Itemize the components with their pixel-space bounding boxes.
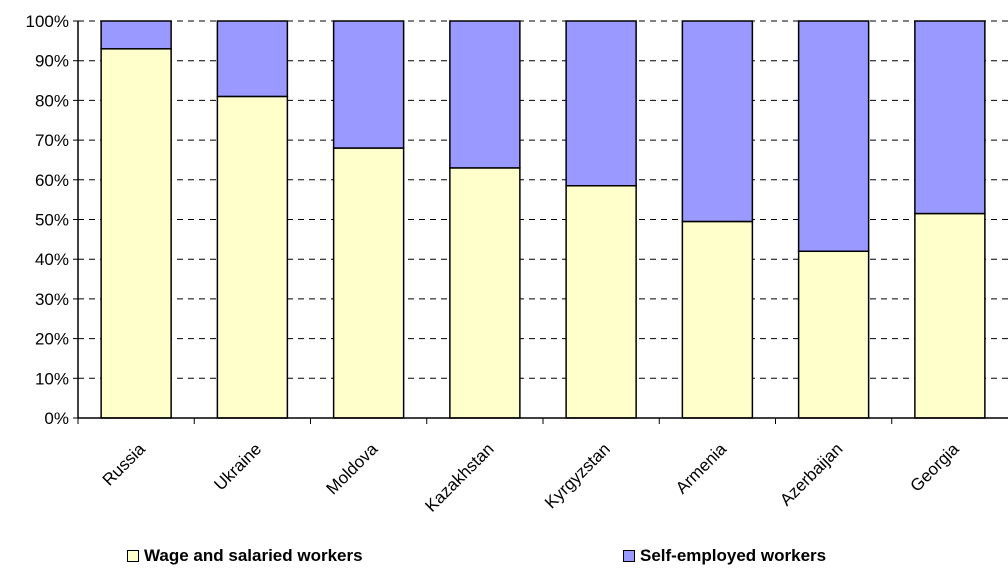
bar-segment-self-employed xyxy=(797,20,870,253)
y-tick-label: 90% xyxy=(35,52,69,71)
legend: Wage and salaried workers Self-employed … xyxy=(0,546,1008,568)
y-tick-label: 100% xyxy=(26,12,69,31)
y-tick-label: 80% xyxy=(35,91,69,110)
bar-segment-wage xyxy=(100,48,172,419)
bar-segment-wage xyxy=(914,212,986,419)
bar-segment-self-employed xyxy=(681,20,754,223)
y-tick-labels: 0% 10% 20% 30% 40% 50% 60% 70% 80% 90% 100% xyxy=(26,12,69,428)
y-tick-label: 10% xyxy=(35,369,69,388)
y-tick-label: 30% xyxy=(35,290,69,309)
bar-segment-self-employed xyxy=(216,20,289,98)
y-tick-label: 60% xyxy=(35,171,69,190)
bar-segment-self-employed xyxy=(100,20,172,50)
bar-segment-self-employed xyxy=(332,20,405,149)
bar-segment-wage xyxy=(797,250,870,419)
bar-segment-self-employed xyxy=(565,20,637,187)
bar-segment-wage xyxy=(681,220,754,419)
x-tick-label: Ukraine xyxy=(210,439,265,494)
legend-swatch-self-employed xyxy=(623,550,635,562)
legend-item-wage: Wage and salaried workers xyxy=(127,546,363,566)
bar-segment-wage xyxy=(216,95,289,419)
y-tick-label: 20% xyxy=(35,330,69,349)
y-tick-label: 0% xyxy=(44,409,69,428)
x-tick-labels: Russia Ukraine Moldova Kazakhstan Kyrgyzstan… xyxy=(99,439,963,516)
stacked-bar-chart: 0% 10% 20% 30% 40% 50% 60% 70% 80% 90% 100% Russia… xyxy=(26,12,1008,516)
x-tick-label: Kyrgyzstan xyxy=(541,439,614,512)
legend-label-self-employed: Self-employed workers xyxy=(640,546,827,565)
legend-swatch-wage xyxy=(127,550,139,562)
y-tick-label: 50% xyxy=(35,211,69,230)
bar-segment-wage xyxy=(332,147,405,419)
x-tick-label: Russia xyxy=(99,439,150,490)
legend-item-self-employed: Self-employed workers xyxy=(623,546,826,566)
y-tick-label: 40% xyxy=(35,250,69,269)
x-tick-label: Armenia xyxy=(672,439,731,498)
bar-segment-self-employed xyxy=(914,20,986,215)
bar-segment-self-employed xyxy=(449,20,521,169)
bar-segment-wage xyxy=(449,167,521,419)
y-tick-label: 70% xyxy=(35,131,69,150)
x-tick-label: Azerbaijan xyxy=(776,439,846,509)
x-tick-label: Moldova xyxy=(323,439,382,498)
x-tick-label: Kazakhstan xyxy=(421,439,497,515)
bar-segment-wage xyxy=(565,185,637,419)
x-tick-label: Georgia xyxy=(906,439,963,496)
axes xyxy=(73,20,1008,424)
legend-label-wage: Wage and salaried workers xyxy=(144,546,363,565)
